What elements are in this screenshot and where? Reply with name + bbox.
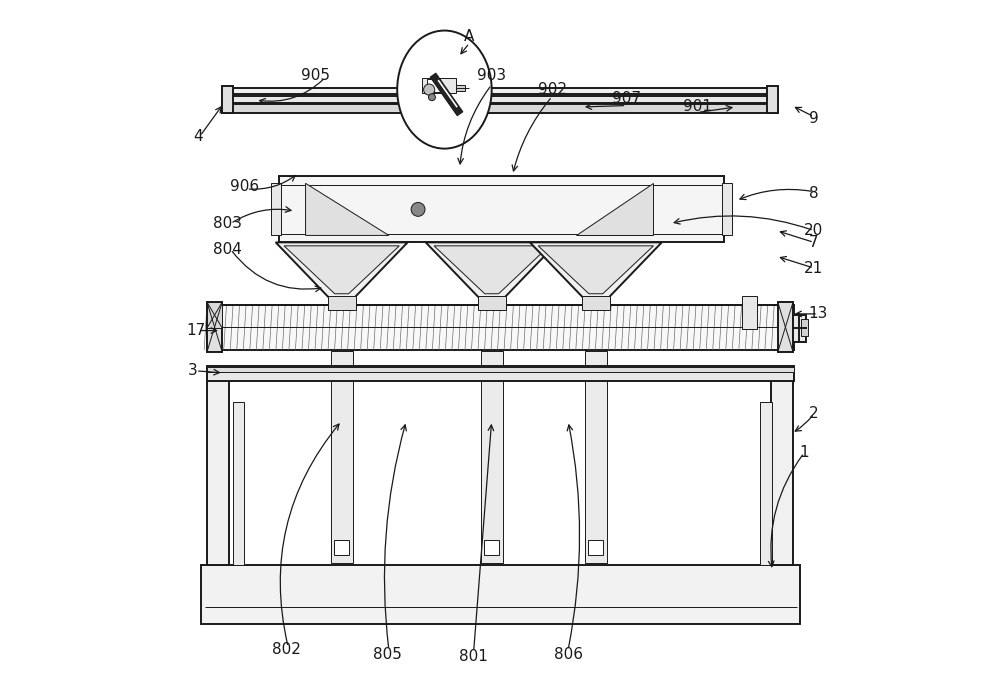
Text: 906: 906	[230, 179, 259, 195]
Text: 905: 905	[301, 68, 330, 83]
Text: 7: 7	[809, 235, 819, 250]
Text: 2: 2	[809, 407, 819, 421]
Text: 803: 803	[213, 216, 242, 231]
Polygon shape	[430, 73, 463, 116]
Text: 21: 21	[804, 260, 824, 276]
Text: A: A	[464, 29, 475, 43]
Bar	[201, 566, 800, 624]
Text: 9: 9	[809, 111, 819, 126]
Bar	[801, 318, 808, 336]
Bar	[233, 402, 244, 566]
Circle shape	[411, 202, 425, 216]
Polygon shape	[426, 242, 558, 298]
Bar	[328, 296, 356, 309]
Text: 3: 3	[188, 363, 198, 378]
Bar	[585, 351, 607, 564]
Bar	[207, 302, 222, 352]
Bar	[222, 88, 778, 94]
Bar	[279, 176, 724, 242]
Bar	[207, 378, 229, 566]
Bar	[484, 540, 499, 555]
Text: 801: 801	[459, 650, 488, 664]
Text: 804: 804	[213, 241, 242, 257]
Bar	[481, 351, 503, 564]
Text: 17: 17	[186, 323, 205, 338]
Text: 13: 13	[808, 307, 828, 321]
Bar	[422, 78, 456, 93]
Polygon shape	[538, 246, 653, 294]
Bar	[331, 351, 353, 564]
Text: 805: 805	[373, 647, 402, 662]
Bar	[222, 86, 233, 113]
Circle shape	[428, 94, 435, 101]
Polygon shape	[434, 246, 549, 294]
Text: 907: 907	[612, 91, 641, 106]
Polygon shape	[284, 246, 399, 294]
Bar	[588, 540, 603, 555]
Bar	[207, 302, 222, 328]
Bar	[767, 86, 778, 113]
Polygon shape	[306, 183, 389, 235]
Text: 901: 901	[683, 99, 712, 114]
Polygon shape	[276, 242, 408, 298]
Text: 20: 20	[804, 223, 824, 238]
Bar	[271, 183, 281, 235]
Bar	[334, 540, 349, 555]
Circle shape	[424, 84, 435, 95]
Bar	[222, 104, 778, 113]
Ellipse shape	[397, 31, 492, 148]
Bar	[778, 302, 793, 352]
Bar	[456, 85, 465, 91]
Bar	[478, 296, 506, 309]
Text: 4: 4	[193, 129, 203, 144]
Bar	[771, 378, 793, 566]
Text: 903: 903	[477, 68, 506, 83]
Bar	[207, 367, 794, 372]
Text: 802: 802	[272, 643, 301, 657]
Polygon shape	[530, 242, 662, 298]
Text: 902: 902	[538, 82, 567, 97]
Bar	[427, 79, 440, 92]
Bar	[760, 402, 772, 566]
Bar	[722, 183, 732, 235]
Bar	[582, 296, 610, 309]
Text: 806: 806	[554, 647, 583, 662]
Bar	[222, 96, 778, 103]
Bar	[793, 314, 806, 342]
Text: 8: 8	[809, 186, 819, 201]
Bar	[207, 366, 794, 382]
Polygon shape	[576, 183, 653, 235]
Text: 1: 1	[799, 445, 809, 461]
Bar	[207, 305, 794, 350]
Bar	[742, 296, 757, 329]
